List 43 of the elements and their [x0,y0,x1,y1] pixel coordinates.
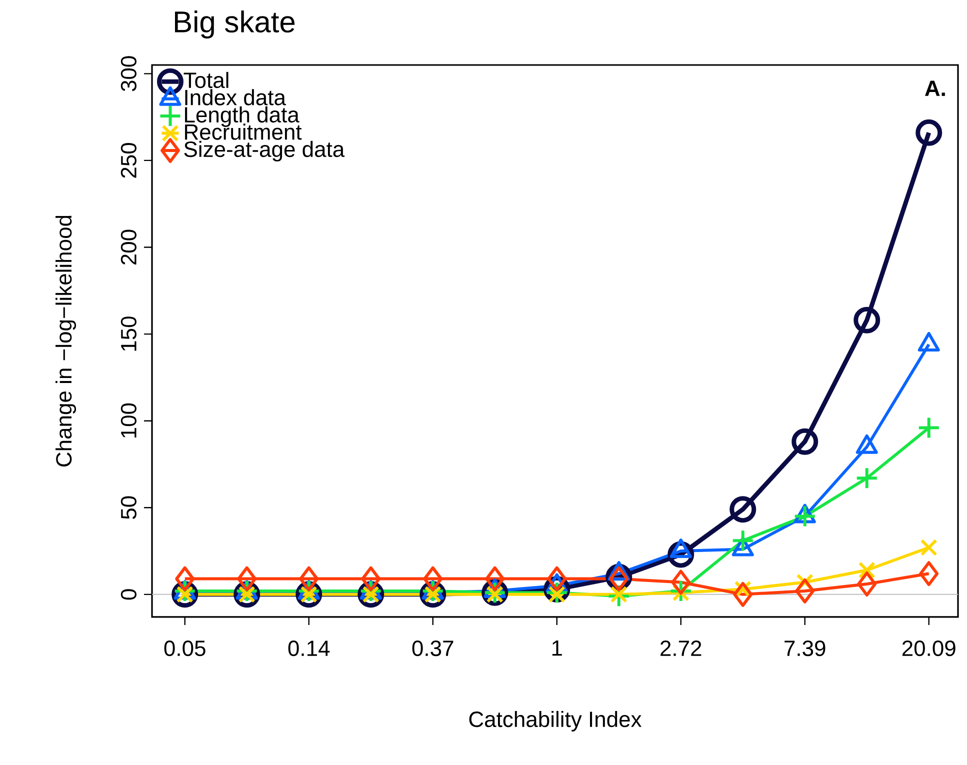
point [792,428,818,455]
point [175,566,195,592]
point [547,566,567,592]
point [731,529,754,552]
point [237,566,257,592]
point [920,538,938,556]
point [793,504,816,528]
legend-label: Index data [185,89,286,106]
chart-title: Big skate [175,10,295,38]
point [730,496,756,523]
y-tick-label: 250 [120,142,136,178]
y-tick-label: 100 [120,403,136,438]
y-tick-label: 300 [120,56,136,92]
legend-label: Total [184,72,228,88]
point [361,566,381,592]
y-tick-label: 0 [120,589,136,600]
point [485,566,505,592]
x-tick-label: 0.14 [288,640,330,656]
x-tick-label: 20.09 [902,640,956,656]
y-axis-title: Change in −log−likelihood [56,216,76,466]
point [919,561,939,586]
point [917,416,940,440]
point [733,582,753,607]
point [299,566,319,592]
point [857,572,877,597]
legend-label: Size-at-age data [184,140,345,162]
point [854,306,880,334]
point [423,566,443,592]
x-axis-title: Catchability Index [469,710,642,732]
y-tick-label: 50 [120,496,136,519]
x-tick-label: 2.72 [660,640,702,656]
x-tick-label: 7.39 [784,640,826,656]
x-tick-label: 0.37 [412,640,454,656]
annotation: A. [924,80,945,96]
x-tick-label: 0.05 [164,640,206,656]
point [858,562,876,579]
point [916,119,942,146]
point [671,570,691,595]
point [855,466,878,490]
point [795,578,815,604]
x-tick-label: 1 [552,640,562,656]
y-tick-label: 150 [120,316,136,351]
y-tick-label: 200 [120,230,136,264]
